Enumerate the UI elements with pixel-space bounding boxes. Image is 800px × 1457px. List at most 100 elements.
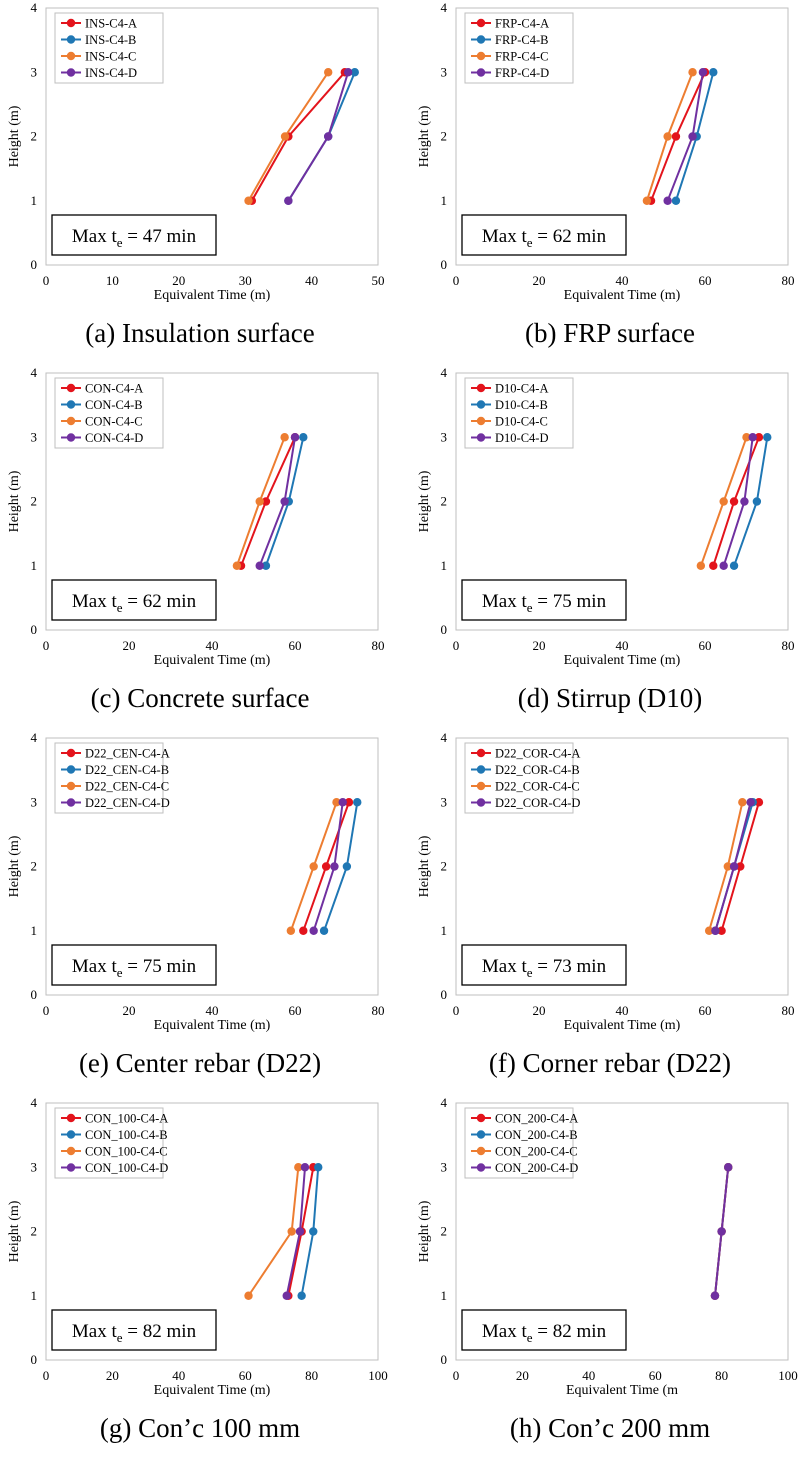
legend: FRP-C4-A FRP-C4-B FRP-C4-C FRP-C4-D	[464, 12, 574, 84]
series-line	[287, 71, 356, 202]
y-tick-label: 0	[31, 257, 38, 272]
data-point	[671, 132, 681, 141]
legend-label: FRP-C4-B	[495, 33, 549, 47]
data-point	[255, 497, 264, 506]
x-axis-title: Equivalent Time (m)	[154, 1383, 271, 1398]
plot-area	[455, 1102, 789, 1361]
chart-panel: 0 1 2 3 4 0 10 20 30 40 50 Equivalent Time (m) Heigh…	[0, 0, 400, 362]
y-tick-label: 0	[441, 257, 448, 272]
y-tick-label: 0	[441, 622, 448, 637]
legend-swatch-marker	[66, 416, 76, 426]
data-point	[754, 798, 764, 807]
legend: D10-C4-A D10-C4-B D10-C4-C D10-C4-D	[464, 377, 574, 449]
chart-panel: 0 1 2 3 4 0 20 40 60 80 Equivalent Time (m) Height …	[410, 365, 800, 727]
chart-panel: 0 1 2 3 4 0 20 40 60 80 100 Equivalent Time (m) Heig…	[0, 1095, 400, 1457]
legend-label: FRP-C4-C	[495, 50, 549, 64]
legend-label: D10-C4-B	[495, 398, 548, 412]
legend: CON_200-C4-A CON_200-C4-B CON_200-C4-C CON_…	[464, 1107, 578, 1179]
legend: D22_CEN-C4-A D22_CEN-C4-B D22_CEN-C4-C D22_…	[54, 742, 170, 814]
x-tick-label: 60	[649, 1368, 662, 1383]
legend-swatch-marker	[476, 433, 486, 442]
x-tick-label: 20	[123, 1003, 136, 1018]
data-point	[736, 862, 745, 871]
legend-swatch-marker	[476, 400, 486, 409]
panel-caption: (g) Con’c 100 mm	[99, 1413, 301, 1443]
legend-label: CON_100-C4-A	[85, 1112, 168, 1126]
data-point	[752, 497, 762, 506]
data-point	[711, 926, 720, 935]
y-axis-title: Height (m)	[417, 105, 432, 167]
y-tick-label: 4	[31, 0, 38, 15]
x-tick-label: 80	[715, 1368, 728, 1383]
legend-swatch-marker	[66, 1130, 76, 1139]
legend-label: D10-C4-C	[495, 415, 548, 429]
data-point	[738, 798, 747, 807]
data-point	[330, 862, 339, 871]
y-axis-title: Height (m)	[7, 470, 22, 532]
max-te-box	[51, 579, 217, 621]
y-tick-label: 1	[441, 1288, 448, 1303]
y-tick-label: 2	[31, 129, 38, 144]
y-tick-label: 1	[31, 193, 38, 208]
x-tick-label: 20	[533, 273, 546, 288]
y-tick-label: 2	[31, 494, 38, 509]
chart-panel: 0 1 2 3 4 0 20 40 60 80 Equivalent Time (m) Height …	[0, 730, 400, 1092]
y-tick-label: 2	[31, 1224, 38, 1239]
data-point	[663, 196, 672, 205]
data-point	[295, 1227, 305, 1236]
legend-label: INS-C4-C	[85, 50, 136, 64]
data-point	[332, 798, 341, 807]
x-tick-label: 0	[453, 1003, 460, 1018]
data-point	[663, 132, 672, 141]
x-tick-label: 60	[289, 638, 302, 653]
data-point	[688, 132, 697, 141]
data-point	[742, 433, 751, 442]
data-point	[261, 497, 271, 506]
data-point	[309, 862, 318, 871]
chart-panel: 0 1 2 3 4 0 20 40 60 80 Equivalent Time (m) Height …	[0, 365, 400, 727]
x-tick-label: 0	[43, 273, 50, 288]
x-tick-label: 0	[43, 1368, 50, 1383]
data-point	[321, 862, 331, 871]
legend-label: CON-C4-B	[85, 398, 143, 412]
x-tick-label: 40	[616, 1003, 629, 1018]
y-tick-label: 3	[441, 64, 448, 79]
x-tick-label: 20	[516, 1368, 529, 1383]
x-axis-title: Equivalent Time (m)	[564, 1018, 681, 1033]
max-te-label: Max te = 62 min	[482, 226, 607, 250]
panel-caption: (b) FRP surface	[525, 318, 695, 348]
max-te-box	[461, 1309, 627, 1351]
x-tick-label: 80	[372, 1003, 385, 1018]
legend-label: CON_100-C4-B	[85, 1128, 168, 1142]
data-point	[642, 196, 652, 205]
legend-swatch-marker	[66, 35, 76, 44]
data-point	[286, 926, 296, 935]
data-point	[255, 561, 264, 570]
data-point	[754, 433, 764, 442]
legend-label: FRP-C4-A	[495, 17, 549, 31]
legend-label: CON_200-C4-B	[495, 1128, 578, 1142]
y-tick-label: 4	[31, 1095, 38, 1110]
data-point	[299, 433, 308, 442]
x-tick-label: 30	[239, 273, 252, 288]
x-tick-label: 20	[172, 273, 185, 288]
legend-swatch-marker	[66, 1146, 76, 1156]
panel-caption: (e) Center rebar (D22)	[78, 1048, 322, 1078]
y-tick-label: 4	[441, 730, 448, 745]
legend-label: CON-C4-A	[85, 382, 143, 396]
y-tick-label: 4	[441, 365, 448, 380]
y-tick-label: 3	[441, 1159, 448, 1174]
plot-area	[455, 7, 789, 266]
y-tick-label: 3	[31, 429, 38, 444]
x-tick-label: 60	[239, 1368, 252, 1383]
plot-area	[45, 7, 379, 266]
legend-swatch-marker	[66, 383, 76, 393]
legend-swatch-marker	[66, 51, 76, 61]
plot-area	[455, 737, 789, 996]
x-axis-title: Equivalent Time (m)	[154, 288, 271, 303]
